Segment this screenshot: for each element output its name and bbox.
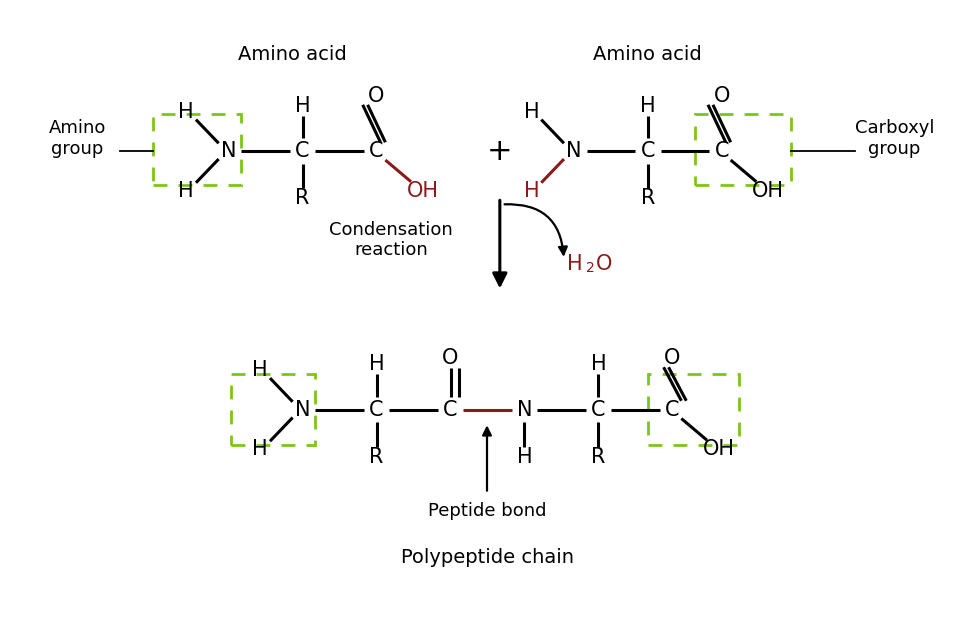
- Text: H: H: [524, 102, 539, 122]
- Text: O: O: [369, 86, 385, 106]
- Text: C: C: [370, 400, 384, 420]
- Text: OH: OH: [752, 181, 784, 201]
- Text: Peptide bond: Peptide bond: [428, 502, 546, 520]
- Text: C: C: [370, 141, 384, 161]
- Text: H: H: [591, 354, 606, 374]
- Text: H: H: [369, 354, 384, 374]
- Text: C: C: [591, 400, 605, 420]
- Text: H: H: [178, 181, 194, 201]
- Text: R: R: [591, 447, 605, 467]
- Text: O: O: [443, 348, 458, 368]
- Text: R: R: [641, 188, 655, 207]
- Text: C: C: [715, 141, 729, 161]
- Text: OH: OH: [407, 181, 439, 201]
- Text: N: N: [517, 400, 532, 420]
- Text: R: R: [295, 188, 310, 207]
- Text: O: O: [714, 86, 730, 106]
- Text: H: H: [253, 439, 268, 459]
- Text: +: +: [488, 137, 513, 166]
- Text: H: H: [253, 360, 268, 380]
- Text: Polypeptide chain: Polypeptide chain: [401, 548, 573, 567]
- Text: O: O: [664, 348, 681, 368]
- Text: H: H: [566, 253, 582, 274]
- Text: OH: OH: [703, 439, 735, 459]
- Text: H: H: [517, 447, 532, 467]
- Text: H: H: [640, 96, 655, 116]
- Text: Amino acid: Amino acid: [238, 45, 347, 64]
- Text: C: C: [641, 141, 655, 161]
- Text: H: H: [178, 102, 194, 122]
- Text: N: N: [566, 141, 581, 161]
- Text: 2: 2: [586, 261, 595, 274]
- Text: R: R: [370, 447, 384, 467]
- Text: O: O: [596, 253, 612, 274]
- Text: Condensation
reaction: Condensation reaction: [330, 220, 453, 260]
- Text: H: H: [294, 96, 310, 116]
- Text: C: C: [665, 400, 680, 420]
- Text: Amino
group: Amino group: [49, 119, 106, 158]
- Text: Carboxyl
group: Carboxyl group: [855, 119, 934, 158]
- Text: N: N: [294, 400, 310, 420]
- Text: H: H: [524, 181, 539, 201]
- Text: N: N: [220, 141, 236, 161]
- Text: C: C: [295, 141, 310, 161]
- Text: Amino acid: Amino acid: [594, 45, 702, 64]
- Text: C: C: [444, 400, 457, 420]
